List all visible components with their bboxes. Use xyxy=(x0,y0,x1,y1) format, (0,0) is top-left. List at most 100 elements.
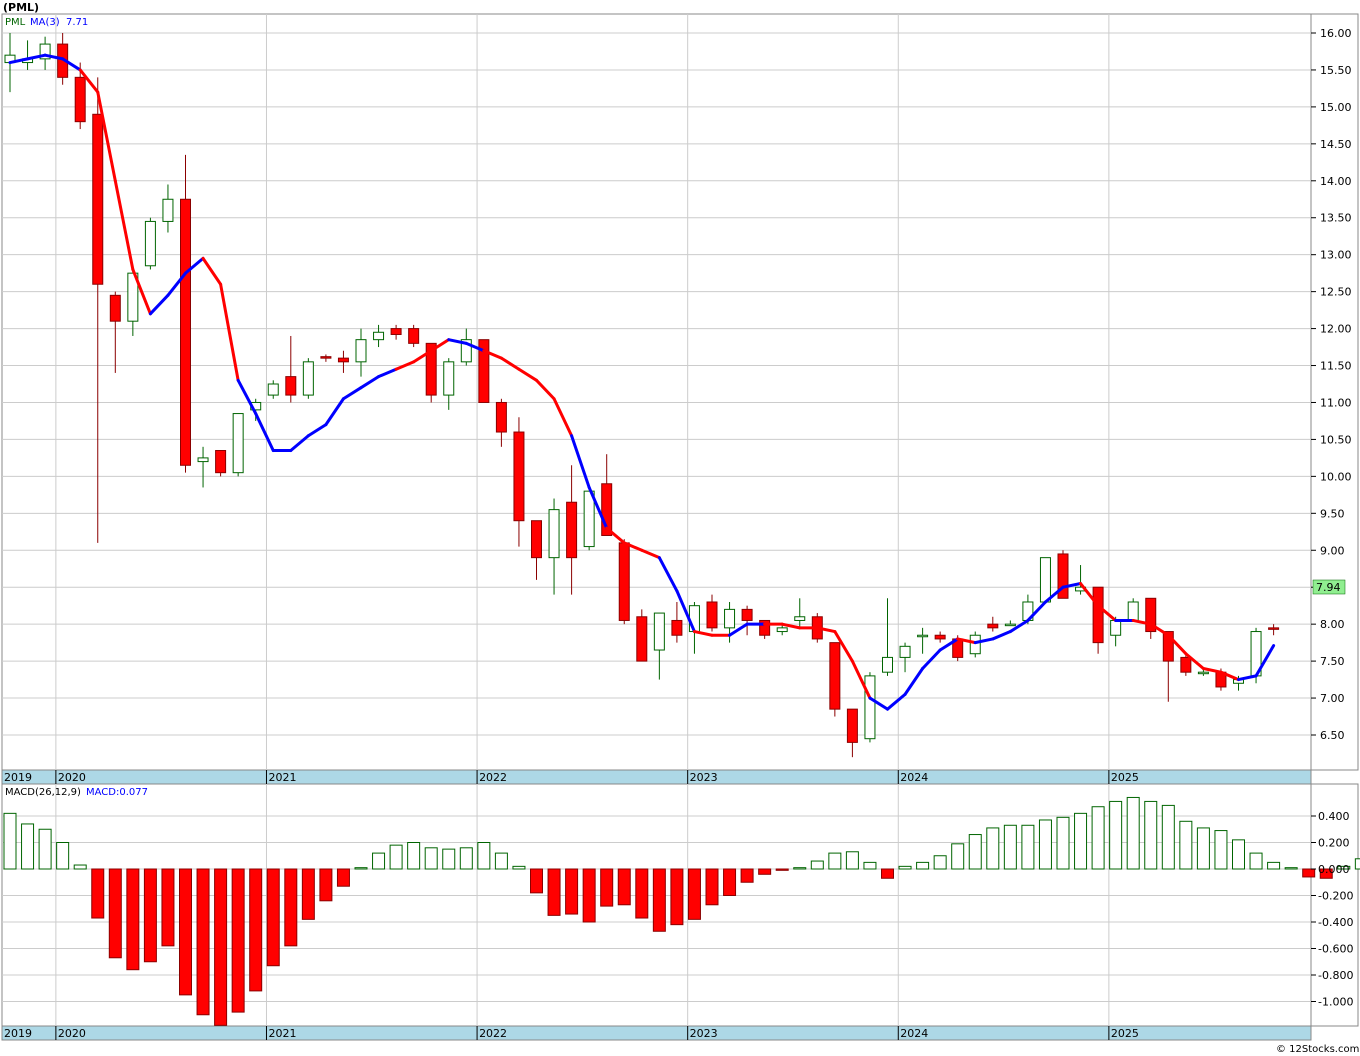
macd-bar xyxy=(494,852,508,870)
ma-segment xyxy=(956,637,977,645)
macd-bar xyxy=(898,865,912,870)
price-tick-label: 10.50 xyxy=(1320,433,1352,446)
macd-bar xyxy=(600,868,614,907)
ma-segment xyxy=(850,659,872,700)
ma-segment xyxy=(640,548,661,560)
macd-bar xyxy=(775,868,789,871)
macd-bar xyxy=(1354,858,1360,870)
macd-bar xyxy=(214,868,228,1026)
candle-body xyxy=(337,357,349,363)
candle-body xyxy=(302,361,314,396)
macd-axis-strip xyxy=(1310,783,1359,1027)
ma-segment xyxy=(499,356,521,371)
ma-segment xyxy=(289,434,310,453)
year-label: 2019 xyxy=(4,771,32,784)
macd-bar xyxy=(477,842,491,870)
year-label: 2023 xyxy=(690,771,718,784)
macd-bar xyxy=(652,868,666,932)
ma-segment xyxy=(570,434,591,489)
macd-bar xyxy=(266,868,280,967)
ma-segment xyxy=(412,349,433,364)
macd-bar xyxy=(968,834,982,870)
candle-body xyxy=(408,328,420,344)
candle-body xyxy=(864,675,876,740)
ma-segment xyxy=(61,57,82,72)
macd-bar xyxy=(1126,796,1140,870)
ma-segment xyxy=(1026,600,1047,622)
candle-body xyxy=(829,642,841,710)
macd-year-label: 2022 xyxy=(479,1027,507,1040)
ma-segment xyxy=(1219,670,1240,682)
macd-bar xyxy=(1144,800,1158,870)
candle-body xyxy=(373,331,385,341)
ma-segment xyxy=(657,556,679,593)
candle-body xyxy=(443,361,455,396)
ma-segment xyxy=(377,367,398,379)
price-tick-label: 15.50 xyxy=(1320,64,1352,77)
ma-segment xyxy=(1254,644,1276,678)
candle-body xyxy=(232,413,244,474)
price-tick-label: 14.00 xyxy=(1320,175,1352,188)
price-tick-label: 10.00 xyxy=(1320,470,1352,483)
ma-segment xyxy=(938,637,960,652)
price-axis-strip xyxy=(1310,13,1359,771)
macd-bar xyxy=(1109,800,1123,870)
year-label: 2022 xyxy=(479,771,507,784)
ma-segment xyxy=(184,256,205,275)
ma-segment xyxy=(675,589,696,634)
macd-bar xyxy=(459,847,473,870)
axis-labels: 16.00 15.50 15.00 14.50 14.00 13.50 13.00 12.50… xyxy=(4,27,1353,1040)
candle-body xyxy=(285,376,297,396)
ma-segment xyxy=(552,397,574,438)
ma-segment xyxy=(728,622,749,637)
price-tick-label: 13.50 xyxy=(1320,212,1352,225)
macd-bar xyxy=(1038,819,1052,870)
candle-body xyxy=(548,509,560,559)
macd-bar xyxy=(635,868,649,919)
price-tick-label: 11.00 xyxy=(1320,396,1352,409)
chart-title: (PML) xyxy=(3,1,39,14)
candle-body xyxy=(267,383,279,396)
price-tick-label: 9.00 xyxy=(1320,544,1345,557)
ma-segment xyxy=(1079,582,1100,608)
macd-bar xyxy=(91,868,105,919)
ma-segment xyxy=(1008,618,1030,634)
macd-bar xyxy=(161,868,175,947)
ma-segment xyxy=(973,637,995,645)
last-price-box xyxy=(1312,579,1346,595)
macd-bar xyxy=(986,827,1000,870)
price-tick-label: 7.00 xyxy=(1320,692,1345,705)
ma-segment xyxy=(43,53,65,61)
candle-body xyxy=(495,401,507,433)
candle-body xyxy=(987,623,999,629)
candle-body xyxy=(460,339,472,363)
ma-segment xyxy=(1237,674,1258,682)
macd-bar xyxy=(705,868,719,906)
candle-body xyxy=(215,450,227,474)
candle-body xyxy=(1127,601,1139,621)
macd-bar xyxy=(863,861,877,870)
candle-body xyxy=(92,113,104,285)
candle-body xyxy=(1268,627,1280,630)
ma-segment xyxy=(166,271,187,297)
macd-year-label: 2023 xyxy=(690,1027,718,1040)
ma-segment xyxy=(306,423,328,438)
candle-body xyxy=(144,220,156,267)
macd-bar xyxy=(143,868,157,963)
legend-symbol: PML xyxy=(5,17,26,28)
candle-body xyxy=(776,627,788,633)
price-tick-label: 7.50 xyxy=(1320,655,1345,668)
macd-year-label: 2025 xyxy=(1111,1027,1139,1040)
macd-bar xyxy=(179,868,192,996)
ma-segment xyxy=(113,179,135,271)
macd-tick-label: -0.200 xyxy=(1318,890,1353,903)
macd-tick-label: 0.400 xyxy=(1318,810,1350,823)
candle-body xyxy=(706,601,718,629)
price-tick-label: 8.00 xyxy=(1320,618,1345,631)
ma-segment xyxy=(26,53,47,61)
candle-body xyxy=(583,490,595,548)
macd-bar xyxy=(108,868,122,959)
candle-body xyxy=(724,608,736,629)
candle-body xyxy=(109,294,121,322)
macd-bar xyxy=(407,842,421,870)
